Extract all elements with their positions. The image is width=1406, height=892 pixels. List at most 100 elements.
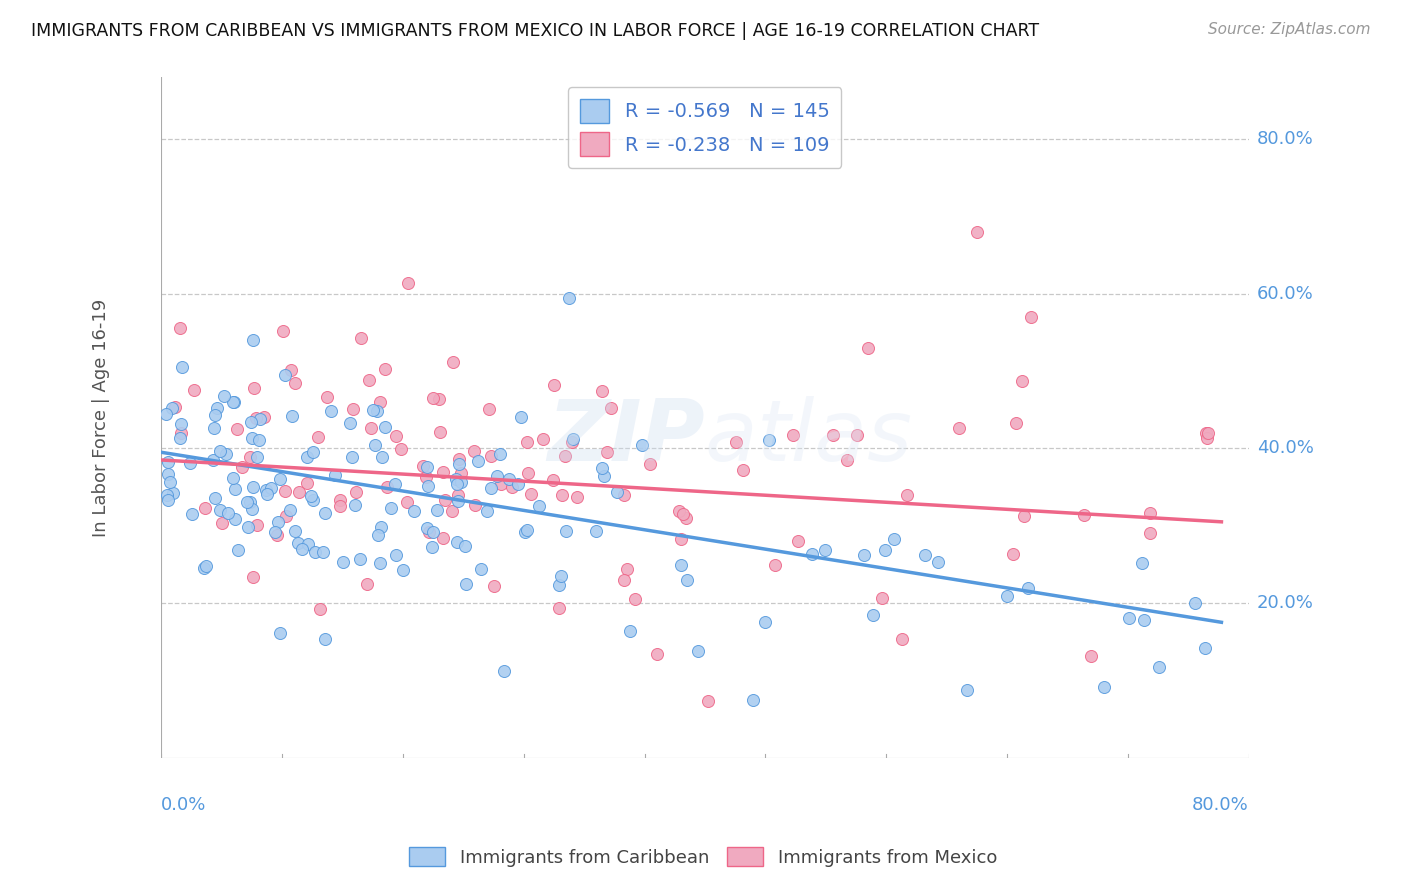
Point [470,562,492,576]
Point [380,500,402,515]
Point [415,470,437,484]
Point [314,507,336,521]
Point [447,488,470,502]
Point [814,543,837,558]
Point [302,445,325,459]
Point [236,495,259,509]
Point [157,454,180,468]
Point [1073,508,1095,523]
Point [308,430,330,444]
Point [169,320,191,334]
Point [269,472,291,486]
Point [444,472,467,486]
Point [432,466,454,480]
Point [432,531,454,545]
Point [278,503,301,517]
Point [299,489,322,503]
Point [280,362,302,376]
Point [479,450,502,464]
Point [242,480,264,494]
Point [638,457,661,471]
Point [323,467,346,482]
Point [308,602,330,616]
Point [873,543,896,558]
Point [948,421,970,435]
Point [209,503,232,517]
Point [271,324,294,338]
Point [446,477,468,491]
Point [329,500,352,514]
Point [231,460,253,475]
Point [371,450,394,464]
Point [374,361,396,376]
Point [385,548,408,562]
Point [256,487,278,501]
Point [551,488,574,502]
Point [156,493,179,508]
Point [434,492,457,507]
Point [429,425,451,439]
Point [672,507,695,521]
Point [467,454,489,468]
Point [288,484,311,499]
Point [426,503,449,517]
Point [478,402,501,417]
Text: atlas: atlas [704,396,912,479]
Point [159,475,181,490]
Point [1017,581,1039,595]
Point [226,422,249,436]
Point [211,516,233,530]
Point [357,373,380,387]
Point [183,383,205,397]
Point [242,334,264,348]
Point [416,460,439,475]
Point [253,409,276,424]
Point [245,410,267,425]
Point [217,506,239,520]
Point [671,532,693,546]
Point [280,409,302,423]
Point [441,355,464,369]
Point [966,225,988,239]
Point [385,429,408,443]
Point [427,392,450,406]
Point [548,577,571,591]
Point [368,395,391,409]
Point [541,473,564,487]
Point [374,419,396,434]
Point [274,368,297,382]
Point [342,402,364,417]
Point [266,528,288,542]
Point [156,488,179,502]
Point [449,452,471,467]
Point [344,485,367,500]
Point [392,563,415,577]
Text: 0.0%: 0.0% [162,797,207,814]
Point [287,535,309,549]
Point [269,626,291,640]
Point [630,438,652,452]
Point [224,511,246,525]
Point [295,450,318,465]
Point [1118,611,1140,625]
Point [228,542,250,557]
Point [1004,416,1026,430]
Point [619,624,641,638]
Legend: R = -0.569   N = 145, R = -0.238   N = 109: R = -0.569 N = 145, R = -0.238 N = 109 [568,87,841,168]
Point [412,459,434,474]
Text: Source: ZipAtlas.com: Source: ZipAtlas.com [1208,22,1371,37]
Point [254,483,277,498]
Point [1019,310,1042,324]
Point [758,433,780,447]
Point [314,632,336,646]
Point [464,498,486,512]
Point [246,450,269,464]
Point [733,463,755,477]
Point [240,501,263,516]
Point [363,402,385,417]
Point [316,390,339,404]
Point [450,475,472,490]
Point [449,458,471,472]
Point [240,432,263,446]
Point [264,525,287,540]
